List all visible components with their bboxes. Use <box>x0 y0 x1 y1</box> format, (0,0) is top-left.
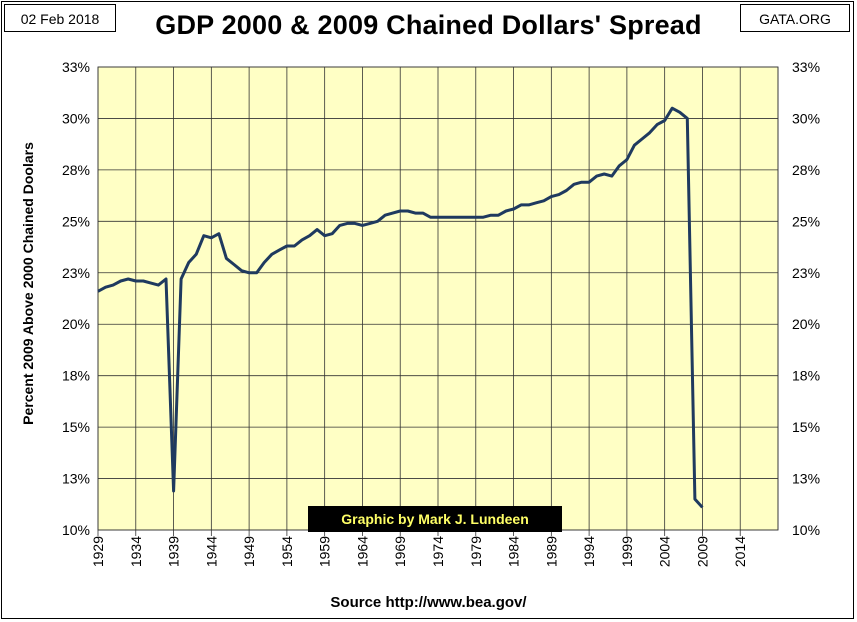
x-tick-label: 2014 <box>732 536 748 567</box>
site-label: GATA.ORG <box>740 4 850 32</box>
y-axis-right: 10% 13% 15% 18% 20% 23% 25% 28% 30% 33% <box>792 59 820 538</box>
x-tick-label: 1964 <box>354 536 370 567</box>
x-tick-label: 1944 <box>203 536 219 567</box>
y-tick-label-left: 23% <box>62 265 90 281</box>
x-tick-label: 1994 <box>581 536 597 567</box>
x-tick-label: 1989 <box>543 536 559 567</box>
y-tick-label-left: 28% <box>62 162 90 178</box>
y-tick-label-left: 10% <box>62 522 90 538</box>
chart-title: GDP 2000 & 2009 Chained Dollars' Spread <box>155 10 702 40</box>
x-tick-label: 1929 <box>90 536 106 567</box>
grid-lines <box>97 66 779 531</box>
y-axis-label: Percent 2009 Above 2000 Chained Doolars <box>20 142 36 425</box>
y-tick-label-right: 10% <box>792 522 820 538</box>
y-tick-label-left: 13% <box>62 471 90 487</box>
source-label: Source http://www.bea.gov/ <box>330 594 527 611</box>
series-line-spread <box>97 106 704 509</box>
x-tick-label: 1979 <box>468 536 484 567</box>
y-tick-label-left: 18% <box>62 368 90 384</box>
x-tick-label: 1949 <box>241 536 257 567</box>
y-tick-label-right: 33% <box>792 59 820 75</box>
x-tick-label: 1969 <box>392 536 408 567</box>
credit-label: Graphic by Mark J. Lundeen <box>308 506 562 532</box>
x-tick-label: 1934 <box>128 536 144 567</box>
x-tick-label: 1974 <box>430 536 446 567</box>
y-tick-label-left: 25% <box>62 213 90 229</box>
y-tick-label-right: 30% <box>792 110 820 126</box>
x-tick-label: 2004 <box>657 536 673 567</box>
y-tick-label-left: 33% <box>62 59 90 75</box>
x-tick-label: 1954 <box>279 536 295 567</box>
x-tick-label: 2009 <box>694 536 710 567</box>
y-tick-label-right: 23% <box>792 265 820 281</box>
y-tick-label-left: 30% <box>62 110 90 126</box>
y-tick-label-right: 13% <box>792 471 820 487</box>
y-tick-label-left: 20% <box>62 316 90 332</box>
x-tick-label: 1999 <box>619 536 635 567</box>
x-tick-label: 1939 <box>166 536 182 567</box>
y-tick-label-right: 25% <box>792 213 820 229</box>
y-tick-label-right: 28% <box>792 162 820 178</box>
y-tick-label-left: 15% <box>62 419 90 435</box>
x-tick-label: 1984 <box>506 536 522 567</box>
x-axis: 1929 1934 1939 1944 1949 1954 1959 1964 1969 1974… <box>90 530 748 567</box>
x-tick-label: 1959 <box>317 536 333 567</box>
date-stamp: 02 Feb 2018 <box>4 4 116 32</box>
y-tick-label-right: 20% <box>792 316 820 332</box>
y-tick-label-right: 18% <box>792 368 820 384</box>
y-tick-label-right: 15% <box>792 419 820 435</box>
y-axis-left: 10% 13% 15% 18% 20% 23% 25% 28% 30% 33% <box>62 59 90 538</box>
